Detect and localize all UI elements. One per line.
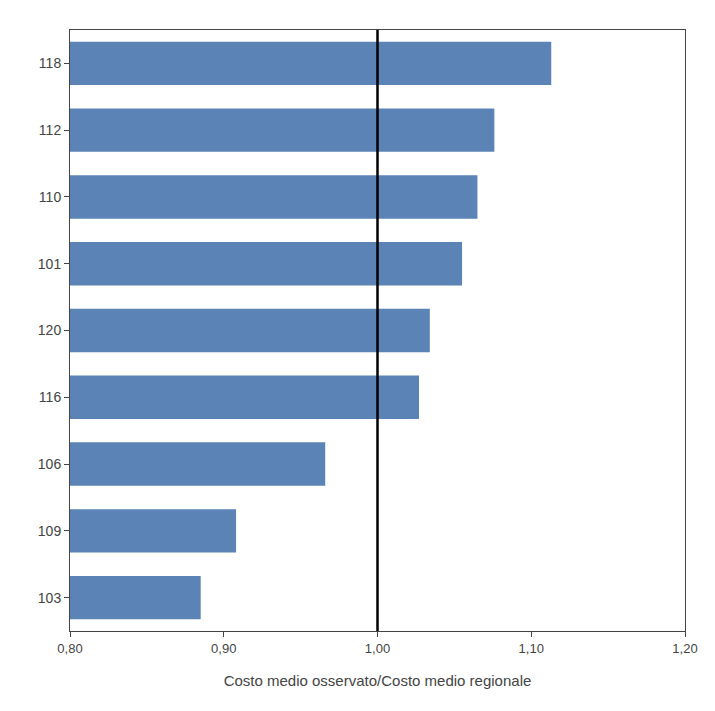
svg-text:Costo medio osservato/Costo me: Costo medio osservato/Costo medio region…	[224, 672, 532, 689]
svg-text:116: 116	[39, 389, 62, 405]
svg-text:0,90: 0,90	[211, 641, 236, 656]
svg-text:0,80: 0,80	[57, 641, 82, 656]
svg-text:118: 118	[39, 55, 62, 71]
svg-text:112: 112	[39, 122, 62, 138]
svg-text:1,20: 1,20	[672, 641, 697, 656]
svg-text:101: 101	[38, 256, 62, 272]
svg-text:106: 106	[38, 456, 62, 472]
svg-text:120: 120	[38, 322, 62, 338]
svg-text:103: 103	[38, 590, 62, 606]
svg-text:1,00: 1,00	[365, 641, 390, 656]
svg-text:110: 110	[39, 189, 62, 205]
svg-text:1,10: 1,10	[519, 641, 544, 656]
svg-text:109: 109	[38, 523, 62, 539]
